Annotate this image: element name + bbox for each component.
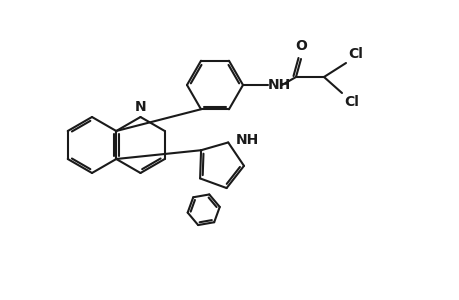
Text: O: O <box>294 39 306 53</box>
Text: Cl: Cl <box>343 95 358 109</box>
Text: N: N <box>134 100 146 114</box>
Text: Cl: Cl <box>347 47 362 61</box>
Text: NH: NH <box>268 78 291 92</box>
Text: NH: NH <box>235 134 259 147</box>
